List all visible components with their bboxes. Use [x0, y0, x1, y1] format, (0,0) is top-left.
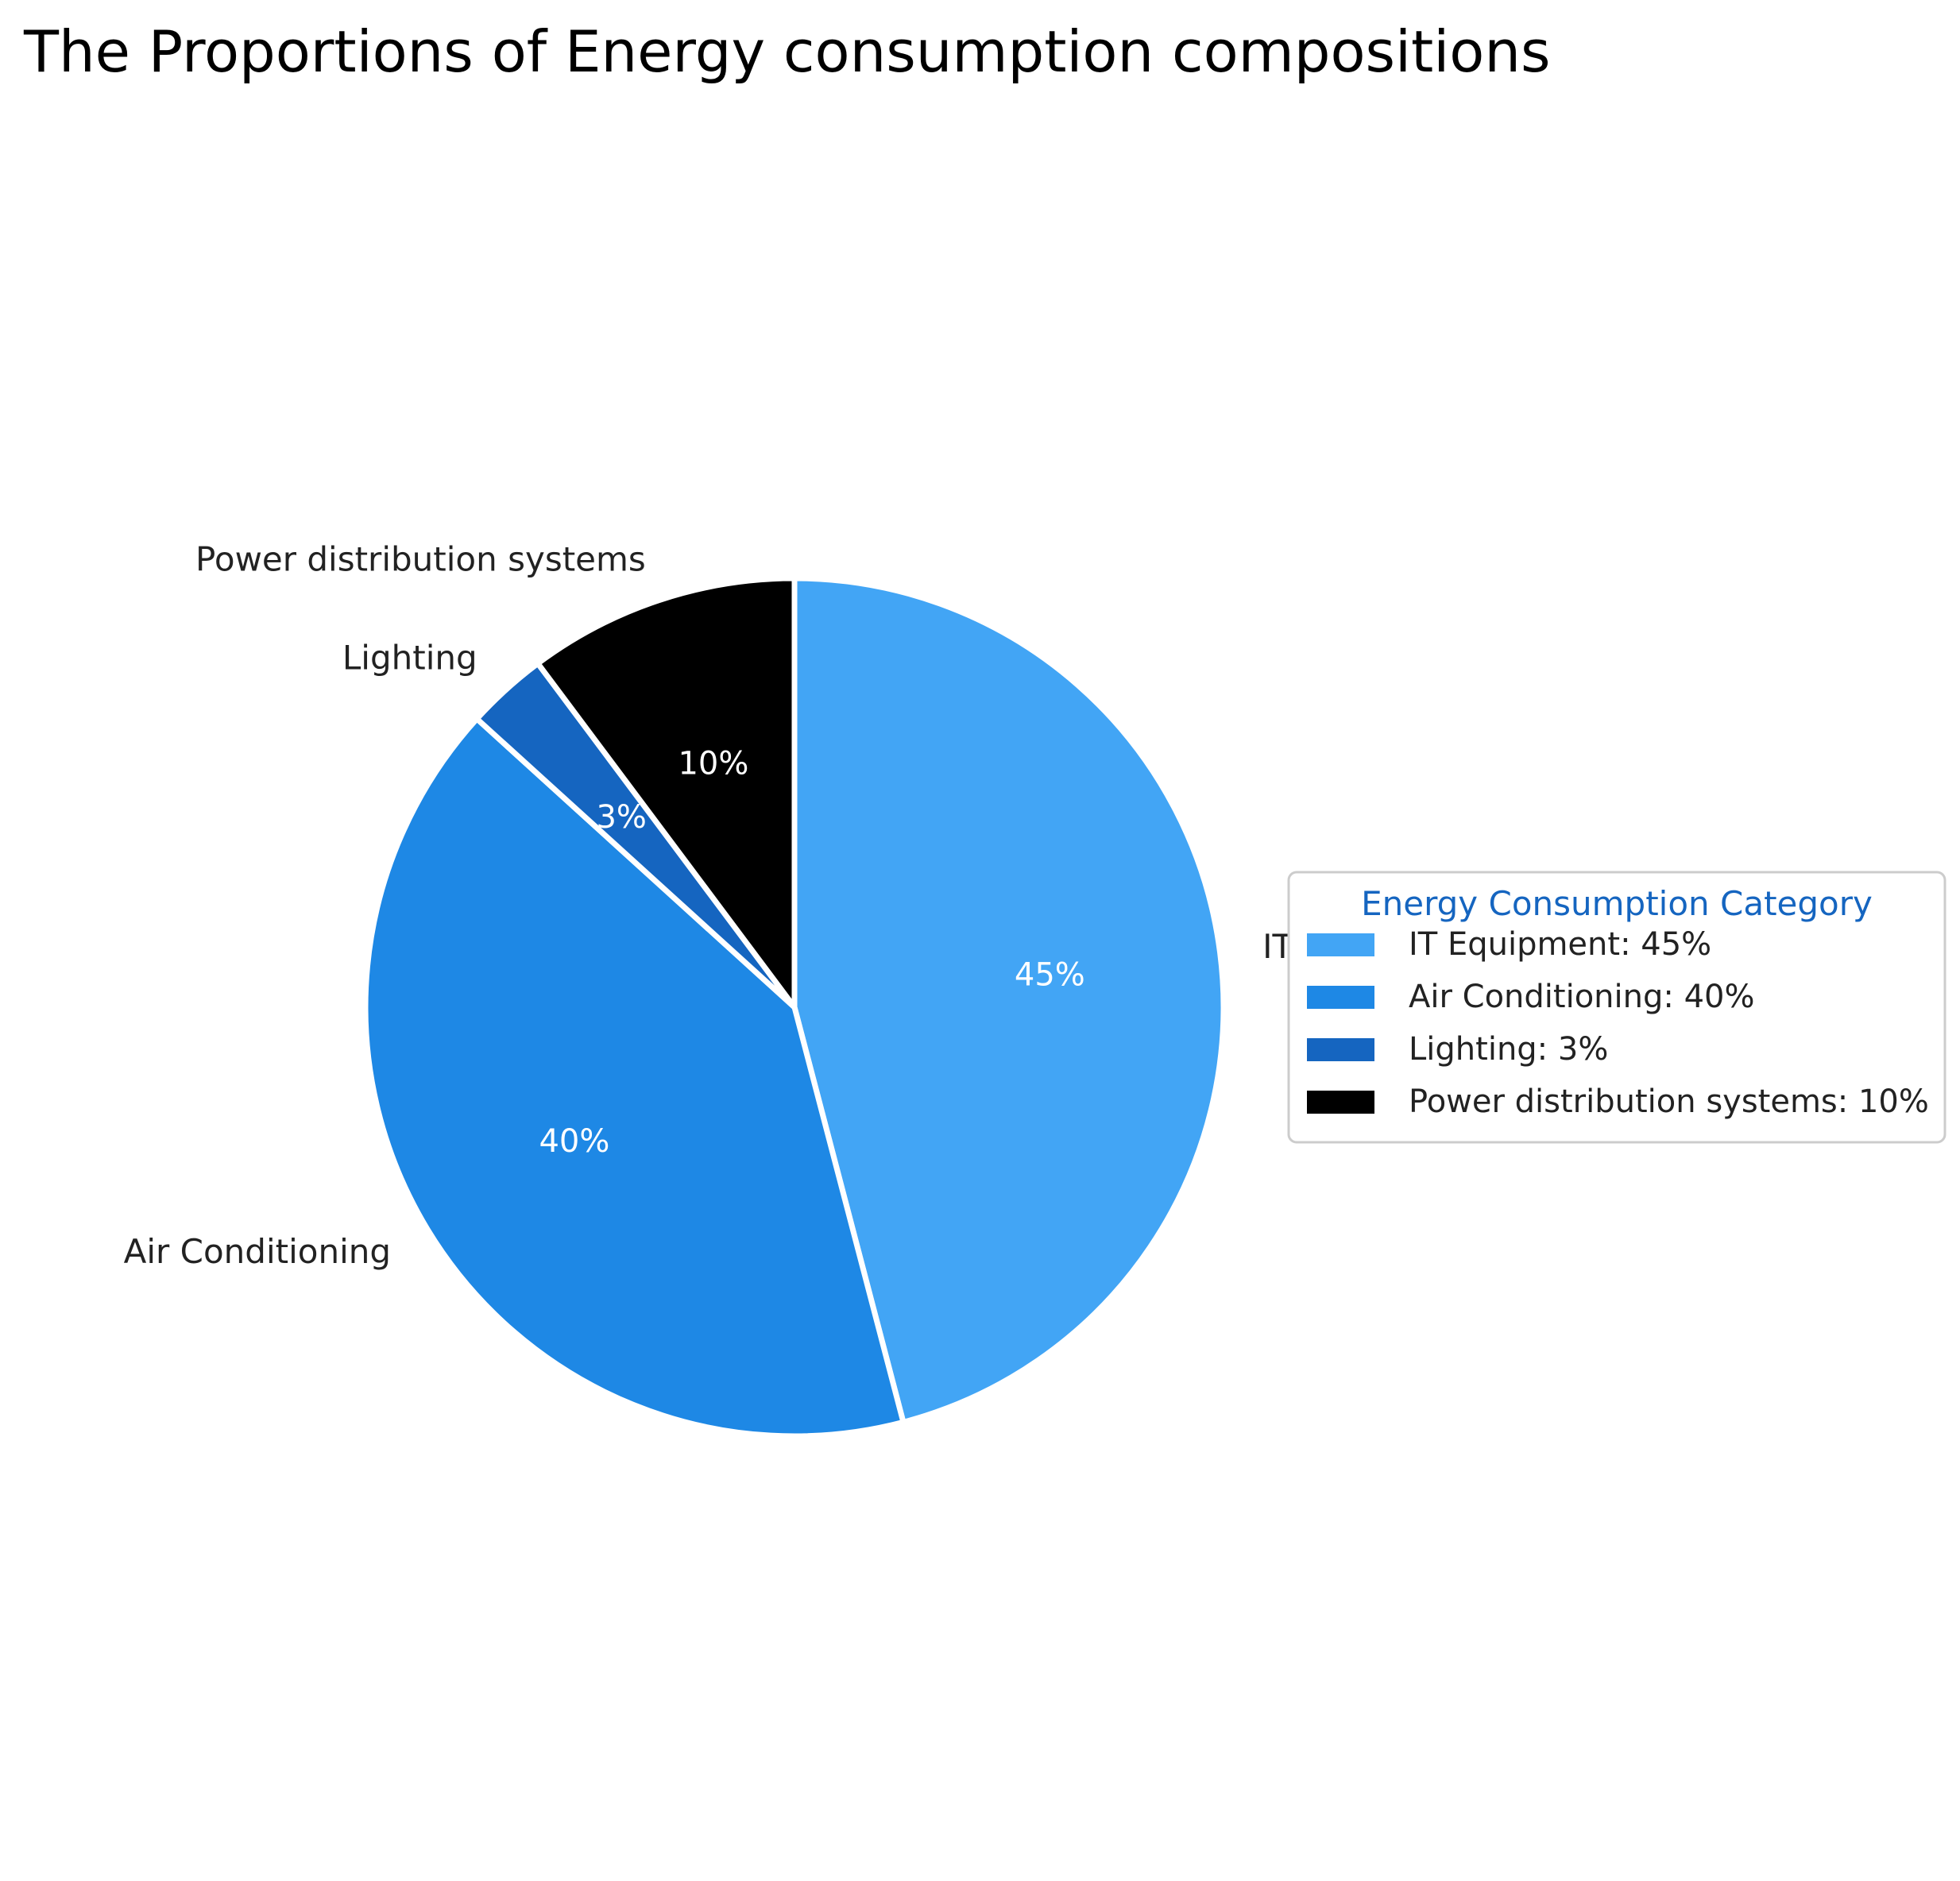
slice-percent-labels: 45% 40% 3% 10%: [539, 746, 1084, 1160]
legend-entries: IT Equipment: 45% Air Conditioning: 40% Li…: [1307, 926, 1929, 1120]
pie-slice-air-conditioning: [362, 716, 907, 1439]
legend-title: Energy Consumption Category: [1361, 884, 1873, 923]
legend-swatch-air-conditioning: [1307, 986, 1374, 1009]
percent-label-air-conditioning: 40%: [539, 1123, 609, 1160]
legend-box: [1287, 871, 1946, 1144]
percent-label-power-distribution-systems: 10%: [678, 746, 748, 782]
legend-swatch-power-distribution-systems: [1307, 1091, 1374, 1114]
category-label-power-distribution-systems: Power distribution systems: [195, 539, 646, 578]
category-label-air-conditioning: Air Conditioning: [124, 1232, 391, 1271]
chart-title: The Proportions of Energy consumption co…: [23, 18, 1550, 85]
pie-slice-it-equipment: [791, 575, 1227, 1425]
legend-swatch-it-equipment: [1307, 933, 1374, 956]
pie-slices: [362, 575, 1227, 1439]
legend-swatch-lighting: [1307, 1038, 1374, 1061]
pie-slice-power-distribution-systems: [535, 575, 798, 1010]
legend-label-it-equipment: IT Equipment: 45%: [1409, 926, 1711, 963]
legend-label-power-distribution-systems: Power distribution systems: 10%: [1409, 1083, 1929, 1120]
legend-label-air-conditioning: Air Conditioning: 40%: [1409, 979, 1754, 1015]
legend: Energy Consumption Category IT Equipment…: [1287, 871, 1946, 1144]
percent-label-it-equipment: 45%: [1015, 957, 1085, 994]
percent-label-lighting: 3%: [596, 799, 646, 836]
legend-label-lighting: Lighting: 3%: [1409, 1031, 1608, 1068]
category-label-lighting: Lighting: [342, 638, 477, 677]
